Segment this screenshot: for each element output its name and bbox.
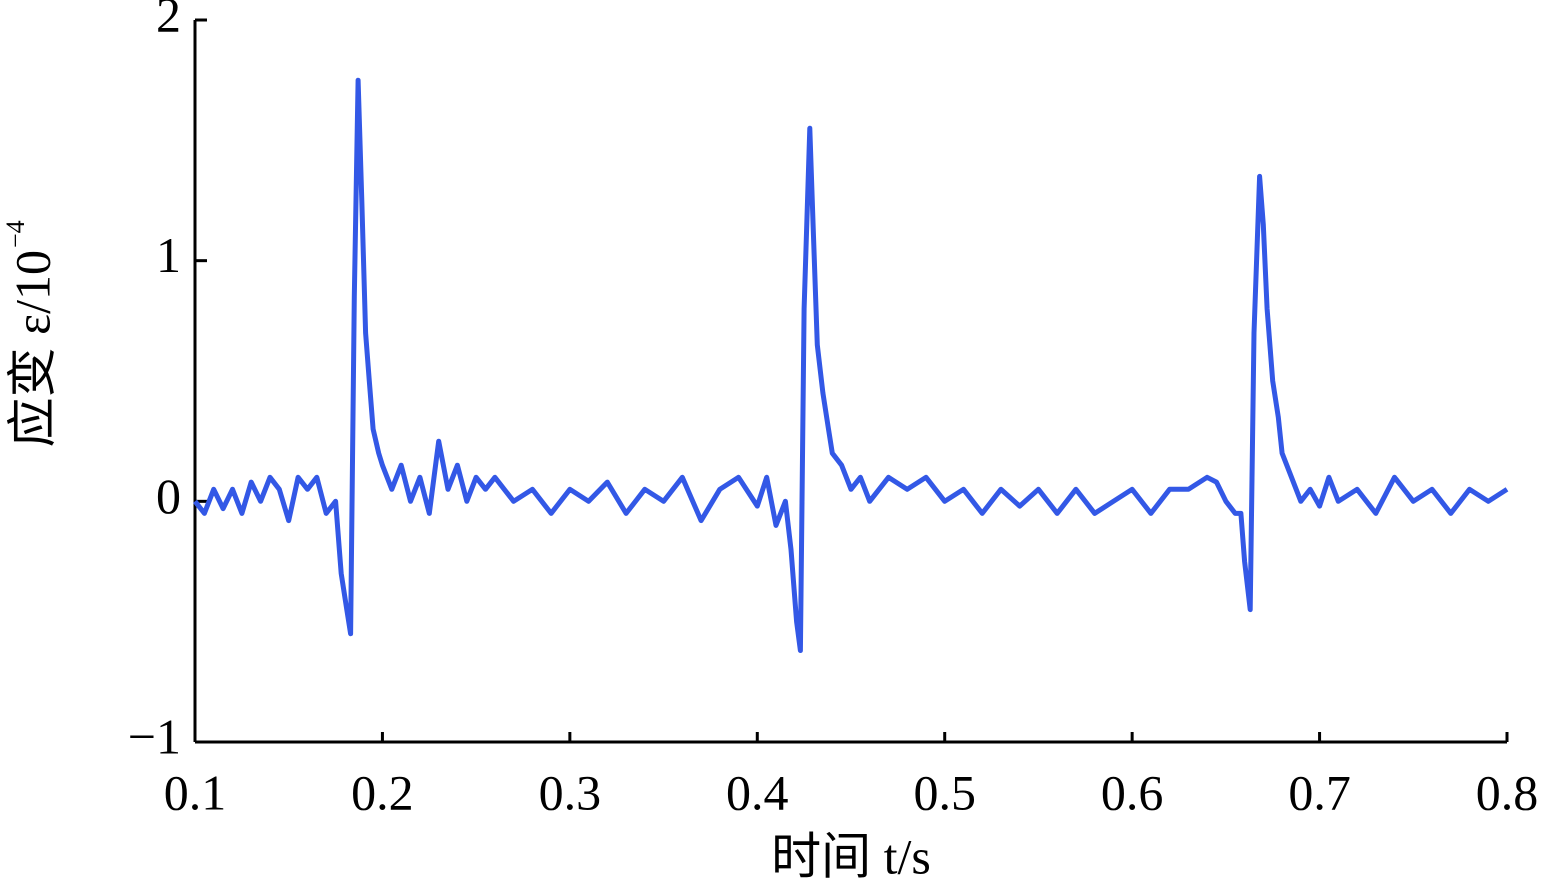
y-tick-label: 2 <box>156 0 181 42</box>
x-tick-label: 0.3 <box>539 764 602 820</box>
x-tick-label: 0.7 <box>1288 764 1351 820</box>
x-axis-label: 时间 t/s <box>771 828 931 884</box>
x-tick-label: 0.2 <box>351 764 414 820</box>
y-tick-label: 0 <box>156 468 181 524</box>
x-tick-label: 0.6 <box>1101 764 1164 820</box>
y-tick-label: 1 <box>156 227 181 283</box>
y-axis-label-group: 应变 ε/10 −4 <box>1 220 61 447</box>
y-axis-label: 应变 ε/10 <box>4 250 60 447</box>
x-tick-label: 0.8 <box>1476 764 1539 820</box>
y-axis-label-exponent: −4 <box>1 220 30 248</box>
y-tick-label: −1 <box>128 708 181 764</box>
data-line <box>193 77 1509 653</box>
x-tick-label: 0.4 <box>726 764 789 820</box>
x-tick-label: 0.5 <box>913 764 976 820</box>
x-tick-label: 0.1 <box>164 764 227 820</box>
